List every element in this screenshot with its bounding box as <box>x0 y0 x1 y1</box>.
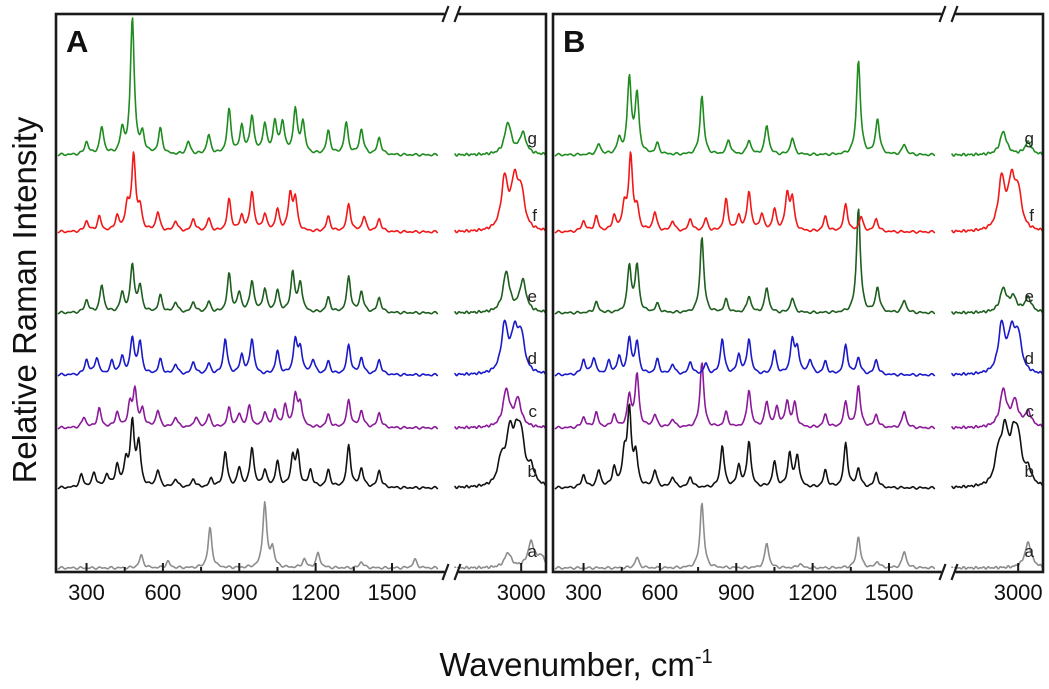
x-axis-title: Wavenumber, cm-1 <box>439 646 712 683</box>
x-tick-label: 900 <box>718 580 755 605</box>
trace-b-d-high <box>951 319 1044 377</box>
trace-a-c-low <box>57 385 439 430</box>
panel-a: a b c d e f g 300 600 900 1200 1500 3000 A <box>54 5 548 605</box>
trace-label-c: c <box>1026 402 1035 421</box>
x-tick-label: 3000 <box>994 580 1043 605</box>
trace-b-c-low <box>554 362 936 430</box>
trace-label-a: a <box>528 542 538 561</box>
trace-b-f-low <box>554 151 936 234</box>
axis-break-mark <box>938 563 947 581</box>
axis-break-mark <box>453 5 462 23</box>
axis-break-mark <box>453 563 462 581</box>
trace-b-a-low <box>554 502 936 571</box>
x-tick-label: 600 <box>145 580 182 605</box>
panel-frame <box>54 12 548 574</box>
trace-label-f: f <box>532 206 537 225</box>
trace-label-f: f <box>1029 206 1034 225</box>
x-tick-label: 1200 <box>291 580 340 605</box>
trace-label-g: g <box>1025 129 1034 148</box>
x-tick-label: 3000 <box>497 580 546 605</box>
axis-break-mark <box>441 5 450 23</box>
trace-b-e-high <box>951 286 1044 315</box>
trace-a-d-high <box>454 319 547 377</box>
x-tick-label: 1200 <box>788 580 837 605</box>
trace-a-e-low <box>57 262 439 315</box>
trace-b-e-low <box>554 208 936 315</box>
trace-a-f-high <box>454 168 547 234</box>
trace-a-f-low <box>57 151 439 234</box>
trace-label-e: e <box>528 287 537 306</box>
panel-letter: B <box>563 24 585 59</box>
trace-a-d-low <box>57 335 439 377</box>
trace-b-c-high <box>951 387 1044 430</box>
axis-break-mark <box>441 563 450 581</box>
trace-label-g: g <box>528 129 537 148</box>
trace-a-a-low <box>57 500 439 571</box>
x-tick-label: 1500 <box>865 580 914 605</box>
trace-label-d: d <box>1025 349 1034 368</box>
trace-a-b-high <box>454 418 547 490</box>
trace-b-b-high <box>951 418 1044 490</box>
x-tick-label: 600 <box>642 580 679 605</box>
axis-break-mark <box>938 5 947 23</box>
axis-break-mark <box>950 5 959 23</box>
trace-b-a-high <box>951 541 1044 570</box>
trace-label-c: c <box>529 402 538 421</box>
panel-b: a b c d e f g 300 600 900 1200 1500 3000 B <box>551 5 1045 605</box>
trace-a-e-high <box>454 270 547 315</box>
x-tick-label: 300 <box>565 580 602 605</box>
x-tick-label: 300 <box>68 580 105 605</box>
trace-label-a: a <box>1025 542 1035 561</box>
trace-label-b: b <box>528 462 537 481</box>
trace-a-g-high <box>454 121 547 157</box>
trace-b-g-low <box>554 60 936 157</box>
trace-label-b: b <box>1025 462 1034 481</box>
trace-label-d: d <box>528 349 537 368</box>
panel-letter: A <box>66 24 88 59</box>
trace-a-a-high <box>454 539 547 570</box>
trace-a-b-low <box>57 416 439 490</box>
trace-b-d-low <box>554 335 936 377</box>
trace-b-f-high <box>951 168 1044 234</box>
trace-b-b-low <box>554 403 936 490</box>
trace-label-e: e <box>1025 287 1034 306</box>
x-tick-label: 900 <box>221 580 258 605</box>
y-axis-title: Relative Raman Intensity <box>6 116 43 483</box>
trace-b-g-high <box>951 130 1044 157</box>
trace-a-g-low <box>57 17 439 157</box>
panel-frame <box>551 12 1045 574</box>
x-tick-label: 1500 <box>368 580 417 605</box>
axis-break-mark <box>950 563 959 581</box>
trace-a-c-high <box>454 387 547 430</box>
